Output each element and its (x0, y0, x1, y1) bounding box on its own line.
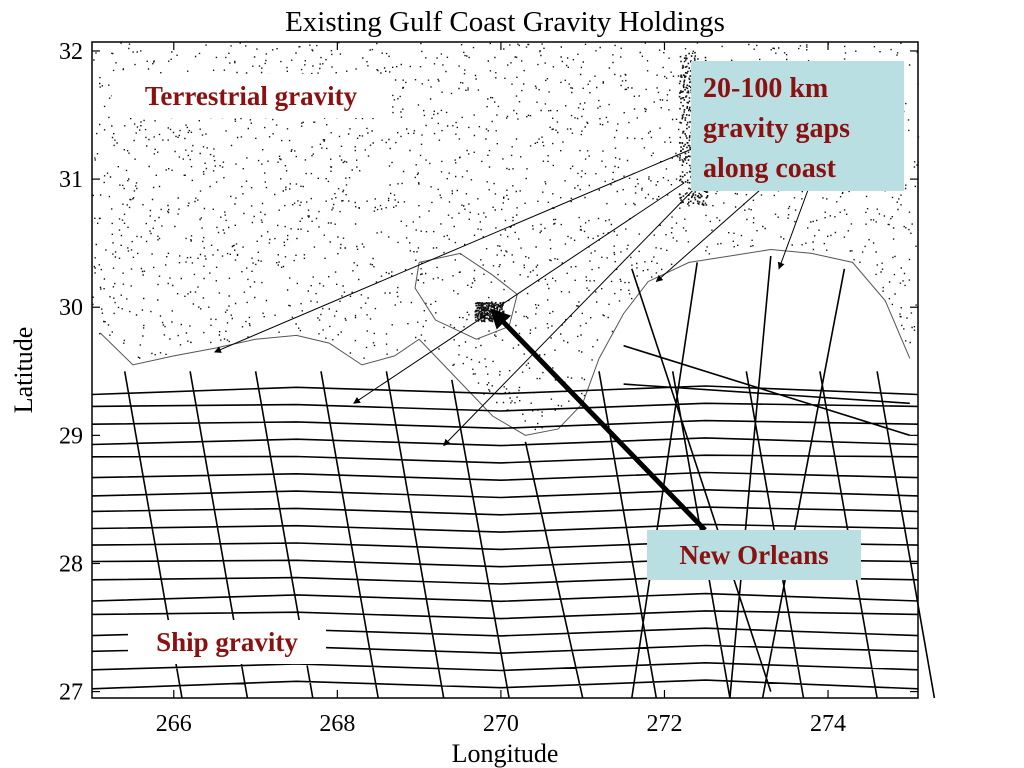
ship-gravity-label: Ship gravity (128, 620, 326, 664)
coastline (99, 249, 911, 436)
x-axis-label: Longitude (452, 739, 559, 768)
gap-arrow (214, 147, 695, 353)
new-orleans-label: New Orleans (647, 530, 861, 580)
gap-arrow (655, 189, 761, 283)
plot-frame (91, 41, 919, 699)
annotation-arrows (214, 147, 809, 532)
gravity-gaps-label: 20-100 km gravity gaps along coast (691, 61, 904, 191)
terrestrial-gravity-label: Terrestrial gravity (112, 74, 390, 118)
gap-arrow (353, 182, 685, 404)
coastline-path (99, 249, 911, 436)
gravity-gaps-line-3: along coast (703, 153, 836, 184)
x-tick-label: 268 (319, 711, 355, 737)
y-tick-label: 31 (59, 167, 83, 193)
x-axis-ticks: 266 268 270 272 274 (156, 42, 846, 737)
y-tick-label: 27 (59, 680, 83, 706)
gap-arrow (777, 189, 809, 270)
chart-title: Existing Gulf Coast Gravity Holdings (285, 6, 725, 38)
x-tick-label: 272 (646, 711, 682, 737)
gravity-gaps-line-1: 20-100 km (703, 73, 829, 104)
y-axis-ticks: 27 28 29 30 31 32 (59, 39, 918, 706)
x-tick-label: 266 (156, 711, 192, 737)
x-tick-label: 270 (483, 711, 519, 737)
y-tick-label: 29 (59, 423, 83, 449)
y-tick-label: 32 (59, 39, 83, 65)
gravity-gaps-line-2: gravity gaps (703, 113, 850, 144)
lake-outline (414, 252, 518, 340)
y-tick-label: 30 (59, 295, 83, 321)
y-axis-label: Latitude (9, 327, 38, 414)
y-tick-label: 28 (59, 551, 83, 577)
new-orleans-arrow (489, 308, 707, 532)
x-tick-label: 274 (810, 711, 846, 737)
gap-arrow (443, 182, 701, 447)
plot-area (91, 41, 936, 699)
